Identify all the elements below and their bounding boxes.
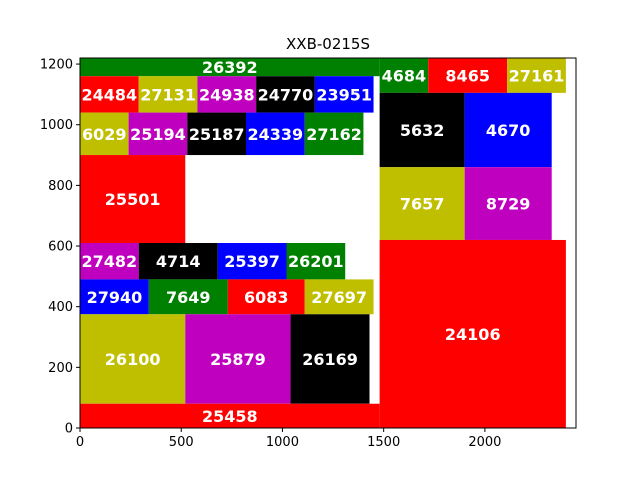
y-tick-label: 1000 (40, 118, 73, 133)
treemap-label-8729: 8729 (486, 195, 531, 214)
y-tick-label: 0 (65, 422, 73, 437)
treemap-label-27161: 27161 (509, 66, 565, 85)
treemap-label-6083: 6083 (244, 288, 289, 307)
y-tick-label: 800 (48, 179, 73, 194)
treemap-rect-27940 (80, 279, 149, 315)
x-tick-label: 1500 (367, 435, 400, 450)
treemap-rect-25194 (128, 112, 188, 156)
treemap-label-6029: 6029 (82, 125, 127, 144)
treemap-label-25194: 25194 (130, 125, 186, 144)
treemap-label-25501: 25501 (105, 190, 161, 209)
treemap-rect-8465 (428, 58, 508, 93)
treemap-rect-26392 (80, 58, 380, 77)
treemap-label-7657: 7657 (400, 195, 445, 214)
treemap-rect-25879 (185, 314, 291, 404)
treemap-rect-5632 (379, 92, 465, 168)
treemap-label-26201: 26201 (288, 252, 344, 271)
treemap-label-26100: 26100 (105, 350, 161, 369)
treemap-label-27131: 27131 (140, 85, 196, 104)
treemap-rect-8729 (464, 167, 552, 240)
treemap-label-4684: 4684 (382, 66, 427, 85)
treemap-rect-27161 (507, 58, 566, 93)
treemap-label-25397: 25397 (224, 252, 280, 271)
treemap-rect-25458 (80, 403, 380, 428)
treemap-rect-24106 (379, 239, 566, 428)
treemap-rect-4684 (379, 58, 429, 93)
treemap-label-24938: 24938 (199, 85, 255, 104)
treemap-label-24770: 24770 (258, 85, 314, 104)
treemap-label-24106: 24106 (445, 325, 501, 344)
treemap-label-24484: 24484 (82, 85, 138, 104)
y-tick-label: 200 (48, 361, 73, 376)
y-tick-label: 1200 (40, 58, 73, 73)
treemap-label-27482: 27482 (82, 252, 138, 271)
treemap-label-25879: 25879 (210, 350, 266, 369)
treemap-rect-4670 (464, 92, 552, 168)
treemap-rect-25187 (187, 112, 247, 156)
treemap-rect-24484 (80, 76, 139, 113)
treemap-rect-23951 (314, 76, 374, 113)
treemap-rect-24770 (256, 76, 315, 113)
plot-frame (79, 57, 577, 429)
treemap-rect-6083 (227, 279, 305, 315)
treemap-rect-26201 (286, 243, 346, 280)
chart-title: XXB-0215S (286, 35, 370, 53)
treemap-rect-27162 (304, 112, 364, 156)
axes-layer: 0 500 1000 1500 2000 0 200 400 600 800 1000 1200 (40, 57, 577, 450)
treemap-label-25187: 25187 (189, 125, 245, 144)
treemap-label-8465: 8465 (445, 66, 490, 85)
treemap-label-27162: 27162 (306, 125, 362, 144)
treemap-rect-27482 (80, 243, 139, 280)
treemap-label-26392: 26392 (202, 58, 258, 77)
treemap-label-5632: 5632 (400, 121, 445, 140)
x-tick-label: 500 (169, 435, 194, 450)
x-tick-label: 2000 (468, 435, 501, 450)
treemap-rect-25501 (80, 155, 186, 243)
treemap-rect-4714 (138, 243, 218, 280)
treemap-label-7649: 7649 (166, 288, 211, 307)
x-tick-label: 0 (76, 435, 84, 450)
treemap-label-27697: 27697 (311, 288, 367, 307)
treemap-rect-7649 (148, 279, 228, 315)
treemap-rect-7657 (379, 167, 465, 240)
x-tick-label: 1000 (266, 435, 299, 450)
treemap-rect-27697 (304, 279, 374, 315)
treemap-rect-26169 (290, 314, 370, 404)
treemap-label-4714: 4714 (156, 252, 201, 271)
treemap-label-25458: 25458 (202, 407, 258, 426)
treemap-rect-27131 (138, 76, 198, 113)
treemap-rect-24339 (246, 112, 305, 156)
treemap-rect-26100 (80, 314, 186, 404)
treemap-label-24339: 24339 (248, 125, 304, 144)
treemap-label-26169: 26169 (302, 350, 358, 369)
treemap-rect-24938 (197, 76, 257, 113)
treemap-label-23951: 23951 (316, 85, 372, 104)
treemap-label-27940: 27940 (87, 288, 143, 307)
treemap-rect-25397 (217, 243, 287, 280)
treemap-label-4670: 4670 (486, 121, 531, 140)
y-tick-label: 400 (48, 300, 73, 315)
treemap-rect-6029 (80, 112, 129, 156)
y-tick-label: 600 (48, 240, 73, 255)
